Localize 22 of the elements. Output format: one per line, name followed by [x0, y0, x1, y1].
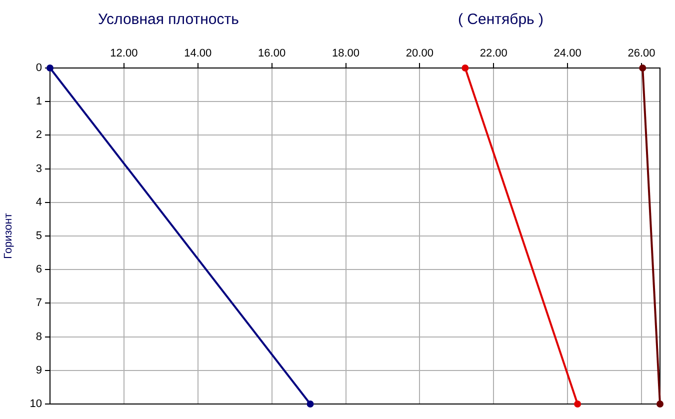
x-tick-label: 24.00 [554, 47, 582, 60]
y-tick-label: 2 [36, 129, 42, 142]
y-tick-label: 7 [36, 297, 42, 310]
y-tick-label: 0 [36, 62, 42, 74]
x-tick-label: 16.00 [258, 47, 286, 60]
y-tick-label: 1 [36, 96, 42, 108]
y-tick-label: 9 [36, 364, 42, 376]
x-tick-label: 26.00 [628, 47, 656, 60]
chart-title: Условная плотность [98, 11, 239, 28]
y-tick-label: 6 [36, 264, 42, 276]
y-tick-label: 10 [30, 398, 42, 410]
y-tick-label: 5 [36, 230, 42, 242]
chart-subtitle: ( Сентябрь ) [458, 11, 544, 28]
x-tick-label: 12.00 [110, 47, 138, 60]
x-tick-label: 22.00 [480, 47, 508, 60]
y-axis-title: Горизонт [2, 213, 15, 259]
y-tick-label: 3 [36, 162, 42, 175]
x-tick-label: 14.00 [184, 47, 212, 60]
y-tick-label: 8 [36, 330, 42, 343]
y-tick-label: 4 [36, 196, 42, 208]
x-tick-label: 18.00 [332, 47, 360, 60]
x-tick-label: 20.00 [406, 47, 434, 60]
